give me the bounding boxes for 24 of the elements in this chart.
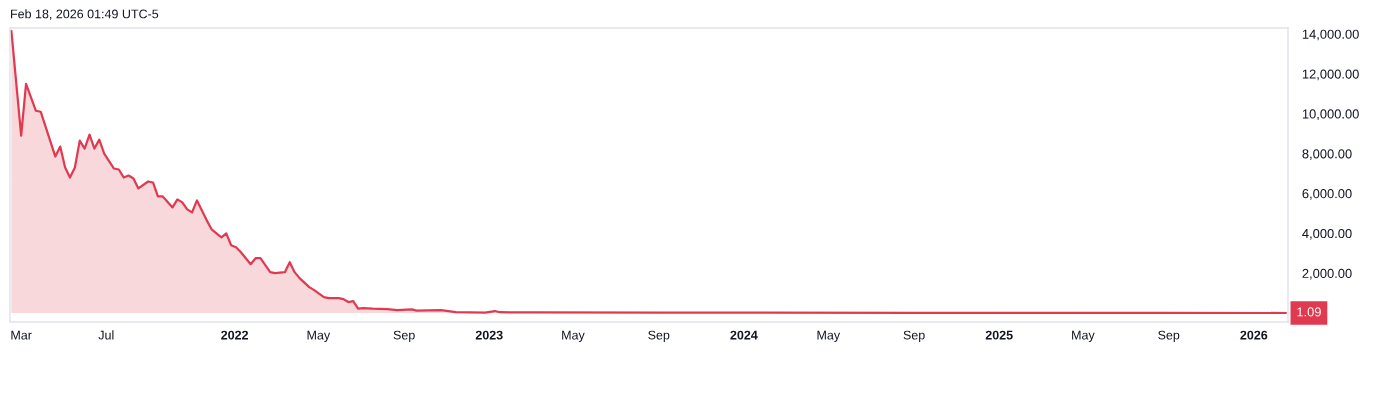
x-tick-label: Sep	[393, 330, 415, 342]
y-tick-label: 2,000.00	[1302, 268, 1352, 280]
text: Feb 18, 2026 01:49 UTC-5	[11, 9, 159, 20]
x-tick-label: Sep	[903, 330, 925, 342]
y-tick-label: 6,000.00	[1302, 189, 1352, 200]
x-tick-label: 2025	[985, 330, 1013, 340]
x-tick-label: May	[817, 330, 841, 342]
x-tick-label: Mar	[11, 330, 32, 340]
x-tick-label: Sep	[1158, 330, 1180, 342]
y-tick-label: 12,000.00	[1302, 69, 1359, 81]
x-tick-label: Sep	[648, 330, 670, 342]
x-tick-label: 2026	[1240, 330, 1268, 340]
x-tick-label: May	[307, 330, 331, 342]
x-tick-label: 2023	[475, 330, 503, 340]
y-tick-label: 10,000.00	[1302, 109, 1359, 121]
y-tick-label: 14,000.00	[1302, 29, 1359, 41]
x-tick-label: 2024	[730, 330, 758, 340]
x-tick-label: Jul	[98, 330, 114, 340]
x-tick-label: May	[1072, 330, 1095, 342]
x-tick-label: May	[562, 330, 585, 342]
y-tick-label: 4,000.00	[1302, 228, 1352, 240]
y-tick-label: 8,000.00	[1302, 149, 1352, 160]
annotation: 1.09	[1297, 307, 1321, 317]
x-tick-label: 2022	[221, 330, 249, 340]
